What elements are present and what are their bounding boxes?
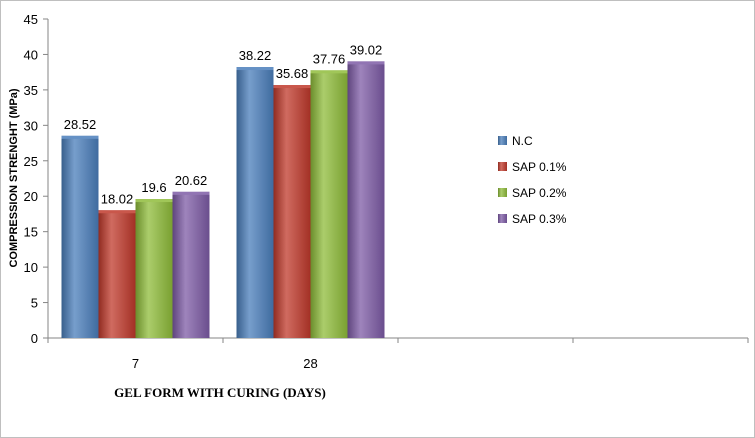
y-tick-label: 15 — [24, 225, 38, 240]
legend-swatch — [498, 162, 507, 171]
data-label: 38.22 — [239, 48, 272, 63]
y-tick-label: 0 — [31, 331, 38, 346]
bar-top-highlight — [310, 70, 348, 74]
y-tick-label: 45 — [24, 12, 38, 27]
bar-top-highlight — [172, 191, 210, 195]
bar-top-highlight — [98, 210, 136, 214]
bar — [172, 191, 210, 338]
y-tick-label: 35 — [24, 83, 38, 98]
x-tick-label: 7 — [132, 356, 139, 371]
legend-label: SAP 0.3% — [512, 212, 567, 226]
bar — [347, 61, 385, 339]
data-labels: 28.52 18.02 19.6 20.62 38.22 35.68 37.76 39.02 — [64, 42, 383, 206]
y-tick-label: 40 — [24, 47, 38, 62]
y-tick-label: 25 — [24, 154, 38, 169]
bar-top-highlight — [347, 61, 385, 65]
y-tick-label: 20 — [24, 189, 38, 204]
data-label: 39.02 — [350, 42, 383, 57]
data-label: 37.76 — [313, 51, 346, 66]
y-tick-label: 5 — [31, 296, 38, 311]
x-axis-title: GEL FORM WITH CURING (DAYS) — [114, 385, 326, 400]
legend-label: N.C — [512, 134, 533, 148]
bar — [236, 67, 274, 338]
bar — [61, 135, 99, 338]
legend: N.C SAP 0.1% SAP 0.2% SAP 0.3% — [498, 134, 567, 226]
data-label: 20.62 — [175, 173, 208, 188]
data-label: 28.52 — [64, 117, 97, 132]
bar — [98, 210, 136, 338]
data-label: 18.02 — [101, 191, 134, 206]
y-tick-label: 10 — [24, 260, 38, 275]
bars — [61, 61, 385, 339]
bar-top-highlight — [273, 85, 311, 89]
legend-swatch — [498, 188, 507, 197]
y-axis-title: COMPRESSION STRENGHT (MPa) — [8, 88, 20, 267]
legend-label: SAP 0.2% — [512, 186, 567, 200]
y-tick-label: 30 — [24, 118, 38, 133]
bar — [135, 199, 173, 338]
legend-swatch — [498, 214, 507, 223]
data-label: 19.6 — [141, 180, 166, 195]
x-tick-label: 28 — [303, 356, 317, 371]
bar — [310, 70, 348, 339]
legend-label: SAP 0.1% — [512, 160, 567, 174]
bar — [273, 85, 311, 338]
legend-swatch — [498, 136, 507, 145]
bar-top-highlight — [236, 67, 274, 71]
bar-top-highlight — [135, 199, 173, 203]
bar-top-highlight — [61, 135, 99, 139]
data-label: 35.68 — [276, 66, 309, 81]
